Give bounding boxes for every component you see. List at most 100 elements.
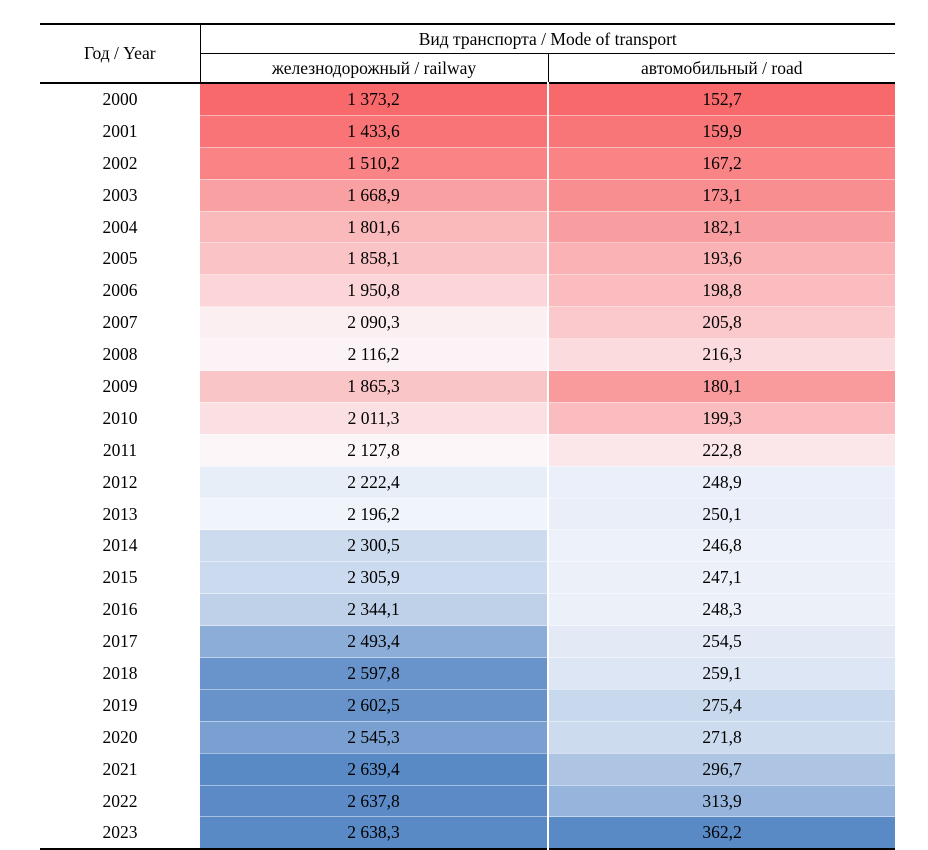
railway-value-cell: 2 222,4 <box>200 466 548 499</box>
railway-value-cell: 1 801,6 <box>200 211 548 244</box>
road-value-cell: 167,2 <box>546 147 896 180</box>
table-row: 2010 2 011,3 199,3 <box>40 402 896 435</box>
year-cell: 2000 <box>102 89 138 110</box>
table-row: 2022 2 637,8 313,9 <box>40 785 896 818</box>
table-row: 2002 1 510,2 167,2 <box>40 147 896 180</box>
road-value-cell: 193,6 <box>546 242 896 276</box>
railway-value-cell: 2 011,3 <box>200 402 548 435</box>
road-value-cell: 275,4 <box>546 689 896 722</box>
road-value-cell: 222,8 <box>546 434 896 467</box>
table-row: 2009 1 865,3 180,1 <box>40 370 896 403</box>
table-row: 2012 2 222,4 248,9 <box>40 466 896 499</box>
road-value-cell: 205,8 <box>546 306 896 340</box>
table-row: 2001 1 433,6 159,9 <box>40 115 896 148</box>
road-value-cell: 216,3 <box>546 338 896 372</box>
railway-value-cell: 2 493,4 <box>200 625 548 659</box>
year-cell: 2004 <box>102 216 138 237</box>
table-row: 2013 2 196,2 250,1 <box>40 498 896 531</box>
year-cell: 2020 <box>102 726 138 747</box>
road-value-cell: 362,2 <box>546 816 896 850</box>
railway-value-cell: 2 300,5 <box>200 529 548 563</box>
year-cell: 2007 <box>102 312 138 333</box>
year-cell: 2009 <box>102 375 138 396</box>
year-cell: 2012 <box>102 471 138 492</box>
table-row: 2023 2 638,3 362,2 <box>40 816 896 850</box>
table-row: 2015 2 305,9 247,1 <box>40 561 896 595</box>
railway-value-cell: 2 344,1 <box>200 593 548 627</box>
year-cell: 2023 <box>102 822 138 843</box>
road-column-header: автомобильный / road <box>547 53 896 83</box>
table-row: 2016 2 344,1 248,3 <box>40 593 896 627</box>
table-header: Год / Year Вид транспорта / Mode of tran… <box>40 24 896 83</box>
road-value-cell: 246,8 <box>546 529 896 563</box>
road-value-cell: 313,9 <box>546 785 896 818</box>
year-cell: 2011 <box>102 439 138 460</box>
year-cell: 2015 <box>102 567 138 588</box>
railway-value-cell: 2 305,9 <box>200 561 548 595</box>
header-row-sub: железнодорожный / railway автомобильный … <box>40 53 896 83</box>
road-value-cell: 198,8 <box>546 274 896 308</box>
road-value-cell: 248,9 <box>546 466 896 499</box>
railway-value-cell: 2 602,5 <box>200 689 548 722</box>
year-cell: 2010 <box>102 407 138 428</box>
table-row: 2003 1 668,9 173,1 <box>40 179 896 212</box>
table-row: 2007 2 090,3 205,8 <box>40 306 896 340</box>
year-cell: 2002 <box>102 152 138 173</box>
year-cell: 2005 <box>102 248 138 269</box>
table-row: 2005 1 858,1 193,6 <box>40 242 896 276</box>
transport-group-header: Вид транспорта / Mode of transport <box>200 24 896 54</box>
railway-value-cell: 2 196,2 <box>200 498 548 531</box>
table-row: 2020 2 545,3 271,8 <box>40 721 896 754</box>
year-cell: 2008 <box>102 344 138 365</box>
year-cell: 2018 <box>102 662 138 683</box>
road-value-cell: 271,8 <box>546 721 896 754</box>
railway-value-cell: 2 638,3 <box>200 816 548 850</box>
table-row: 2018 2 597,8 259,1 <box>40 657 896 690</box>
road-value-cell: 250,1 <box>546 498 896 531</box>
table-row: 2006 1 950,8 198,8 <box>40 274 896 308</box>
railway-value-cell: 1 950,8 <box>200 274 548 308</box>
transport-table-container: Год / Year Вид транспорта / Mode of tran… <box>40 23 896 850</box>
table-row: 2008 2 116,2 216,3 <box>40 338 896 372</box>
railway-value-cell: 1 858,1 <box>200 242 548 276</box>
railway-value-cell: 2 090,3 <box>200 306 548 340</box>
railway-value-cell: 1 668,9 <box>200 179 548 212</box>
year-column-header: Год / Year <box>40 24 201 83</box>
table-row: 2000 1 373,2 152,7 <box>40 83 896 116</box>
year-cell: 2016 <box>102 599 138 620</box>
railway-value-cell: 2 637,8 <box>200 785 548 818</box>
railway-value-cell: 2 116,2 <box>200 338 548 372</box>
year-cell: 2017 <box>102 631 138 652</box>
railway-value-cell: 2 127,8 <box>200 434 548 467</box>
year-cell: 2022 <box>102 790 138 811</box>
road-value-cell: 152,7 <box>546 83 896 116</box>
road-value-cell: 182,1 <box>546 211 896 244</box>
road-value-cell: 247,1 <box>546 561 896 595</box>
road-value-cell: 159,9 <box>546 115 896 148</box>
table-row: 2017 2 493,4 254,5 <box>40 625 896 659</box>
year-cell: 2013 <box>102 503 138 524</box>
railway-value-cell: 2 597,8 <box>200 657 548 690</box>
year-cell: 2019 <box>102 694 138 715</box>
year-cell: 2021 <box>102 758 138 779</box>
year-cell: 2014 <box>102 535 138 556</box>
table-row: 2019 2 602,5 275,4 <box>40 689 896 722</box>
header-row-group: Год / Year Вид транспорта / Mode of tran… <box>40 24 896 83</box>
railway-value-cell: 1 865,3 <box>200 370 548 403</box>
road-value-cell: 259,1 <box>546 657 896 690</box>
road-value-cell: 296,7 <box>546 753 896 786</box>
railway-column-header: железнодорожный / railway <box>271 57 477 78</box>
railway-value-cell: 1 373,2 <box>200 83 548 116</box>
transport-table: Год / Year Вид транспорта / Mode of tran… <box>40 23 896 850</box>
year-cell: 2006 <box>102 280 138 301</box>
railway-value-cell: 1 433,6 <box>200 115 548 148</box>
road-value-cell: 248,3 <box>546 593 896 627</box>
year-cell: 2003 <box>102 184 138 205</box>
road-value-cell: 180,1 <box>546 370 896 403</box>
road-value-cell: 173,1 <box>546 179 896 212</box>
table-body: 2000 1 373,2 152,7 2001 1 433,6 159,9 2002 1 51… <box>40 83 896 850</box>
table-row: 2011 2 127,8 222,8 <box>40 434 896 467</box>
year-cell: 2001 <box>102 120 138 141</box>
road-value-cell: 199,3 <box>546 402 896 435</box>
railway-value-cell: 1 510,2 <box>200 147 548 180</box>
